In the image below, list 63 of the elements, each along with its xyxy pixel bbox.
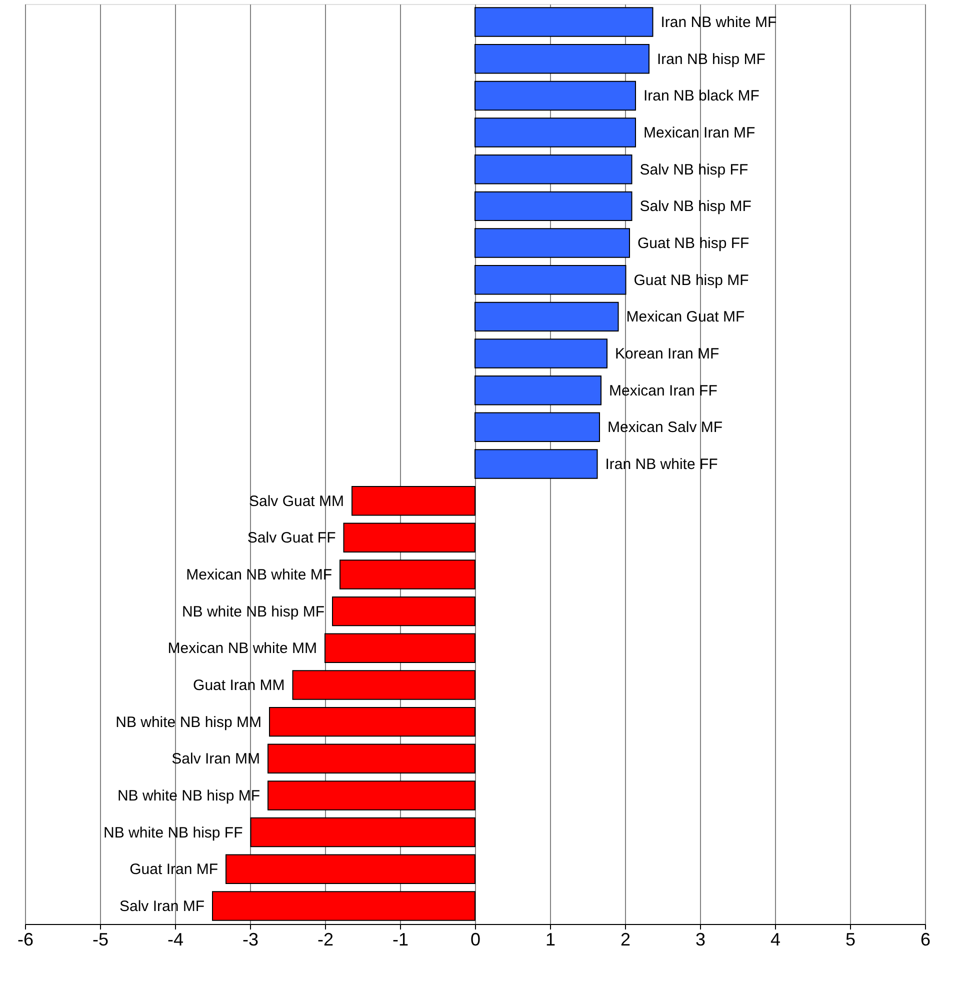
- y-tick-label: Salv Iran MF: [119, 898, 204, 915]
- y-tick-label: Salv NB hisp FF: [640, 161, 748, 178]
- bar: [474, 228, 630, 258]
- x-tick-label: 1: [545, 930, 556, 950]
- x-tick-label: -4: [167, 930, 184, 950]
- x-tick-label: -3: [242, 930, 259, 950]
- y-tick-label: Mexican Salv MF: [608, 419, 723, 436]
- x-tick-label: -5: [92, 930, 109, 950]
- y-tick-label: Korean Iran MF: [615, 346, 720, 363]
- bar: [474, 7, 654, 37]
- y-tick-label: Salv NB hisp MF: [640, 198, 752, 216]
- y-tick-label: Iran NB black MF: [644, 88, 760, 105]
- y-tick-label: Salv Iran MM: [172, 750, 260, 768]
- y-tick-label: Mexican Iran MF: [644, 124, 756, 142]
- y-tick-label: Mexican Iran FF: [609, 382, 718, 400]
- bar: [474, 44, 650, 74]
- y-tick-label: Salv Guat MM: [248, 492, 344, 510]
- bar: [474, 449, 598, 479]
- y-tick-label: Guat Iran MM: [193, 676, 285, 694]
- y-tick-label: Guat Iran MF: [130, 861, 218, 878]
- bar: [268, 780, 476, 810]
- bar: [292, 670, 476, 700]
- y-tick-label: Mexican NB white MM: [168, 640, 317, 658]
- bar: [474, 338, 608, 368]
- bar: [474, 375, 602, 406]
- bar: [268, 744, 476, 774]
- bar: [332, 596, 476, 626]
- bar: [352, 486, 476, 516]
- bar: [324, 633, 476, 664]
- bar: [474, 302, 619, 332]
- y-tick-label: Iran NB hisp MF: [657, 50, 766, 68]
- y-tick-label: NB white NB hisp MM: [116, 714, 262, 731]
- bar: [474, 412, 600, 442]
- x-tick-label: 3: [695, 930, 706, 950]
- y-tick-label: Salv Guat FF: [247, 530, 336, 547]
- x-tick-label: 6: [920, 930, 931, 950]
- x-tick-label: 4: [770, 930, 781, 950]
- x-tick-label: 0: [470, 930, 481, 950]
- bar: [474, 80, 636, 111]
- bar: [343, 522, 476, 553]
- y-tick-label: Mexican NB white MF: [186, 566, 332, 584]
- bar: [474, 264, 626, 295]
- x-tick-label: 5: [845, 930, 856, 950]
- x-tick-label: -1: [392, 930, 409, 950]
- x-tick-label: 2: [620, 930, 631, 950]
- bar: [269, 706, 476, 737]
- y-tick-label: Guat NB hisp MF: [634, 272, 749, 289]
- bar: [212, 891, 476, 921]
- y-tick-label: NB white NB hisp FF: [104, 824, 243, 842]
- y-tick-label: Guat NB hisp FF: [638, 235, 750, 252]
- bar: [340, 560, 476, 590]
- y-tick-label: Iran NB white MF: [660, 14, 777, 32]
- bar: [250, 817, 476, 848]
- y-tick-label: NB white NB hisp MF: [117, 787, 260, 804]
- bar: [226, 854, 476, 884]
- bar: [474, 191, 632, 222]
- bar: [474, 154, 632, 184]
- x-tick-label: -2: [317, 930, 334, 950]
- bar: [474, 118, 636, 148]
- y-tick-label: Iran NB white FF: [605, 456, 718, 473]
- y-tick-label: Mexican Guat MF: [626, 308, 745, 326]
- y-tick-label: NB white NB hisp MF: [182, 603, 324, 620]
- x-tick-label: -6: [17, 930, 34, 950]
